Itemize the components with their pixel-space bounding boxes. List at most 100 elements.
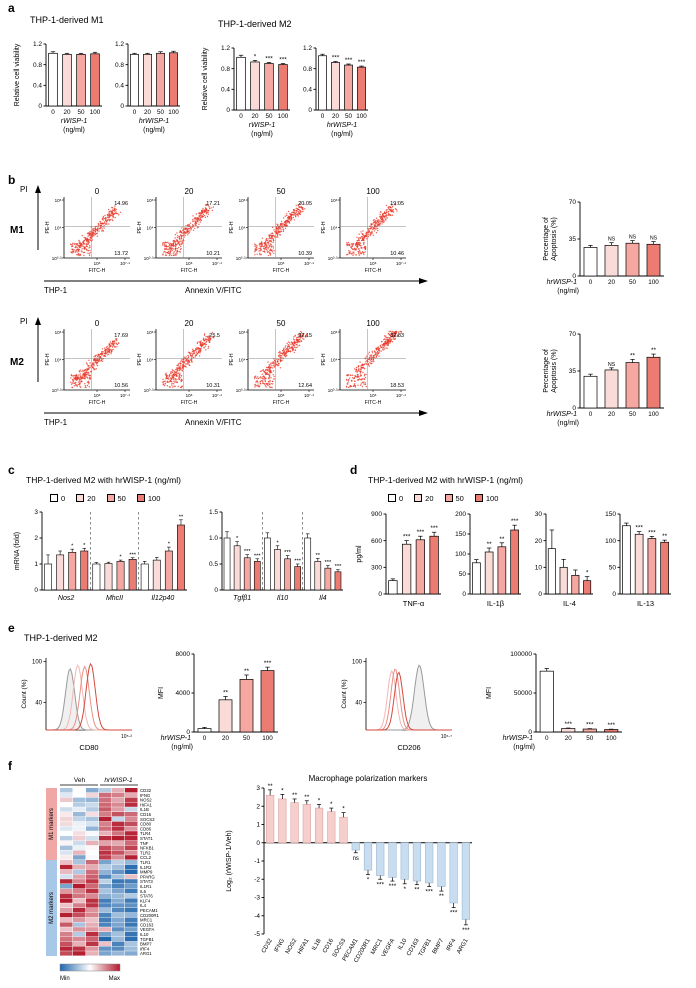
svg-text:***: *** [358,59,366,66]
svg-text:40: 40 [355,701,362,707]
legend-item-20: 20 [76,494,96,503]
svg-text:70: 70 [569,331,577,338]
mfi-chart-cd80: 0 4000 8000 0 ** 20 ** 50 *** 100 hrWISP-1 (ng/ml) M… [158,651,278,751]
svg-text:MFI: MFI [486,687,493,699]
svg-text:NS: NS [608,237,616,243]
svg-text:100: 100 [648,411,659,418]
svg-text:50: 50 [586,735,594,742]
svg-text:FITC-H: FITC-H [89,268,106,274]
svg-text:35: 35 [569,236,577,243]
svg-text:14.96: 14.96 [114,201,128,207]
svg-text:hrWISP-1: hrWISP-1 [503,735,533,742]
svg-text:(ng/ml): (ng/ml) [557,420,579,427]
svg-text:50: 50 [265,113,273,120]
svg-text:10⁰·³: 10⁰·³ [236,388,246,393]
panel-c-title: THP-1-derived M2 with hrWISP-1 (ng/ml) [26,475,181,485]
svg-text:0: 0 [203,735,207,742]
svg-text:IRF4: IRF4 [140,946,150,951]
svg-text:TLR2: TLR2 [140,850,151,855]
svg-text:20: 20 [535,538,543,545]
legend-item-20: 20 [414,494,434,503]
svg-text:0: 0 [462,591,466,598]
svg-text:10⁴: 10⁴ [55,357,62,362]
svg-text:MMP9: MMP9 [140,870,153,875]
svg-text:CD32: CD32 [140,788,152,793]
svg-text:0: 0 [95,187,100,196]
svg-text:TNF: TNF [140,841,149,846]
svg-text:10⁶: 10⁶ [331,330,338,335]
svg-text:TNF-α: TNF-α [403,599,425,608]
viability-chart-m1-hrwisp: 0 0.4 0.8 1.2 0 20 50 100 hrWISP-1 (ng/ml) [115,41,180,134]
svg-text:FITC-H: FITC-H [89,400,106,406]
annexin-label-m2: Annexin V/FITC [185,418,242,427]
svg-text:STAT6: STAT6 [140,894,153,899]
svg-text:10⁶: 10⁶ [239,198,246,203]
svg-text:*: * [276,540,279,546]
row-label-m2: M2 [10,357,24,368]
panel-e-label: e [8,621,15,635]
svg-text:MFI: MFI [158,687,165,699]
thp1-label-m1: THP-1 [44,286,68,295]
svg-text:Min: Min [60,976,70,982]
svg-text:10⁶: 10⁶ [186,393,193,398]
svg-text:***: *** [635,525,643,532]
svg-text:10⁰·³: 10⁰·³ [52,256,62,261]
panel-b-label: b [8,173,16,187]
svg-text:Count (%): Count (%) [341,679,348,708]
svg-text:*: * [586,570,589,577]
svg-text:3: 3 [256,785,260,792]
svg-text:10⁰·³: 10⁰·³ [328,388,338,393]
svg-text:10.21: 10.21 [206,251,220,257]
svg-text:M1 markers: M1 markers [49,808,55,840]
svg-text:1: 1 [34,561,38,568]
svg-text:Count (%): Count (%) [21,679,28,708]
svg-text:Il4: Il4 [319,595,327,602]
flow-plot-m1-20: 20 17.21 10.21 10⁶ 10⁴ 10⁰·³ 10⁶ 10⁷·⁴ PE-H FITC-… [137,187,222,274]
marker-heatmap: Veh hrWISP-1 CD32IFNGNOS2HIFA1IL1BCD16SOCS… [46,777,159,982]
flow-plot-m2-50: 50 32.15 12.64 10⁶ 10⁴ 10⁰·³ 10⁶ 10⁷·⁴ PE-H FITC-… [229,319,314,406]
svg-text:NS: NS [650,236,658,242]
svg-text:100: 100 [605,538,616,545]
svg-text:100: 100 [455,551,466,558]
legend-label: 0 [61,493,66,503]
svg-text:PE-H: PE-H [137,221,143,233]
svg-text:10⁰·³: 10⁰·³ [52,388,62,393]
svg-text:10⁷·⁴: 10⁷·⁴ [212,261,222,266]
pi-axis-arrow-m2 [35,317,41,382]
svg-text:2: 2 [34,535,38,542]
svg-text:100: 100 [262,735,273,742]
svg-text:(ng/ml): (ng/ml) [63,127,85,134]
svg-text:0.8: 0.8 [33,62,42,69]
panel-a-m1-title: THP-1-derived M1 [30,15,104,25]
svg-text:40: 40 [35,701,42,707]
svg-text:0.4: 0.4 [33,83,42,90]
svg-text:*: * [367,877,370,884]
svg-text:**: ** [223,689,229,696]
flow-plot-m1-0: 0 14.96 13.72 10⁶ 10⁴ 10⁰·³ 10⁶ 10⁷·⁴ PE-H FITC-H [45,187,130,274]
svg-text:ARG1: ARG1 [456,937,470,955]
svg-text:FITC-H: FITC-H [365,400,382,406]
pi-axis-label-m1: PI [20,185,28,194]
svg-text:Percentage of: Percentage of [543,349,550,393]
svg-text:Nos2: Nos2 [58,595,74,602]
svg-text:10.31: 10.31 [206,383,220,389]
svg-text:ns: ns [353,856,359,862]
mrna-chart-m2-genes: 00.51.01.5*******Tgfβ1*******Il10*******… [209,509,343,602]
svg-text:Log₂ (rWISP-1/Veh): Log₂ (rWISP-1/Veh) [226,830,233,891]
svg-text:10⁶: 10⁶ [147,330,154,335]
svg-text:0: 0 [38,103,42,110]
svg-text:**: ** [292,792,298,799]
svg-text:100000: 100000 [510,651,532,658]
svg-text:hrWISP-1: hrWISP-1 [161,735,191,742]
svg-text:SOCS3: SOCS3 [140,817,155,822]
svg-text:0: 0 [34,587,38,594]
svg-text:10⁶: 10⁶ [94,261,101,266]
svg-text:(ng/ml): (ng/ml) [171,744,193,751]
apoptosis-chart-m1: 0 35 70 0 NS 20 NS 50 NS 100 hrWISP-1 (ng/ml) Percen… [543,199,664,295]
svg-text:NFKB1: NFKB1 [140,846,154,851]
svg-text:10⁴: 10⁴ [147,225,154,230]
svg-text:20: 20 [608,411,616,418]
svg-text:**: ** [662,533,668,540]
svg-text:CD206: CD206 [397,743,420,752]
svg-text:0: 0 [589,411,593,418]
